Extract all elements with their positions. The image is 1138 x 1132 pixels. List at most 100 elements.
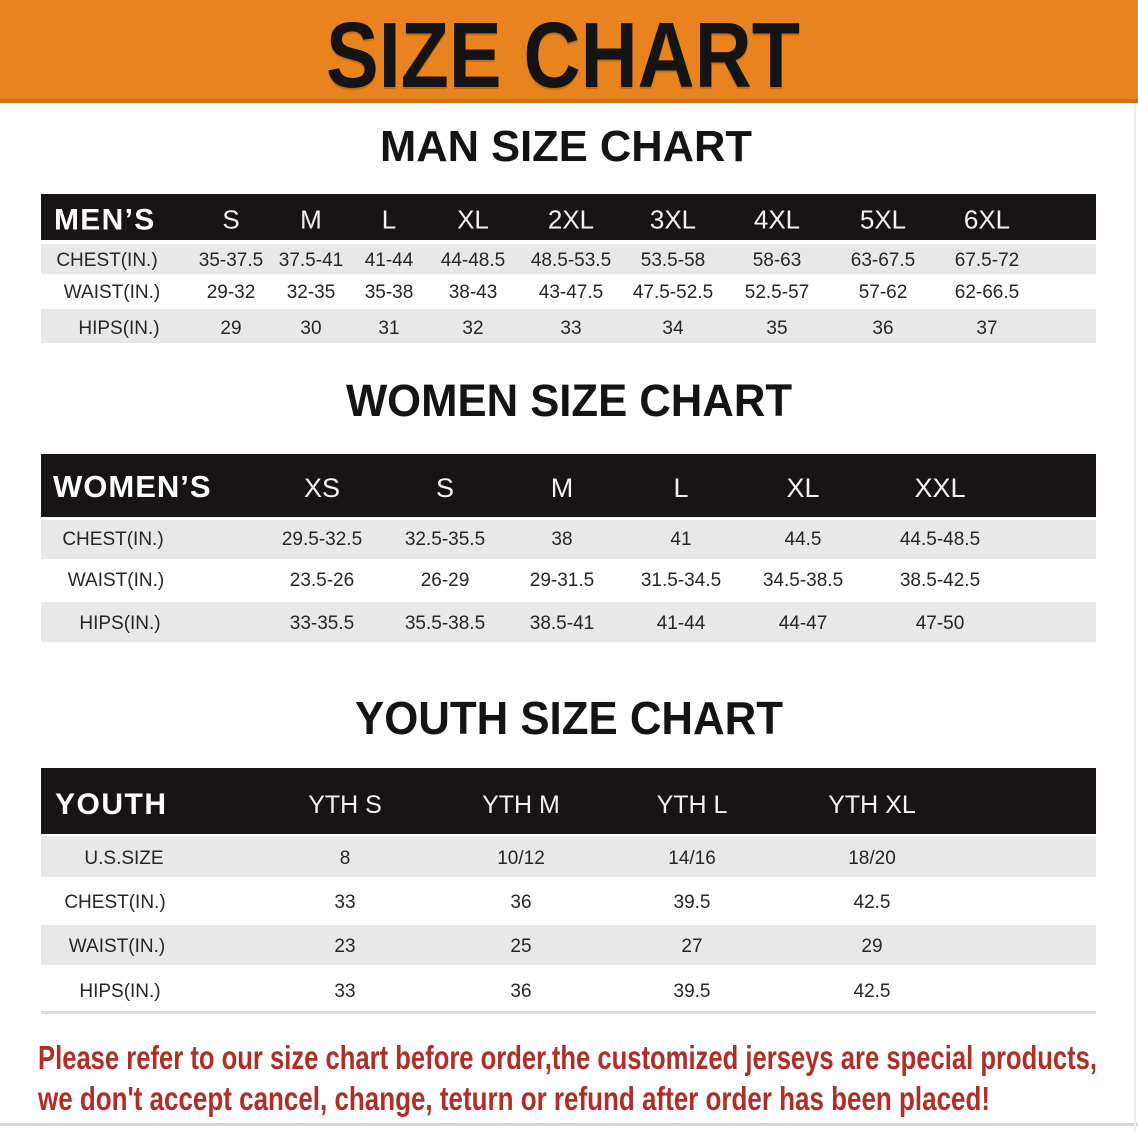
svg-text:10/12: 10/12 <box>497 848 545 869</box>
svg-text:CHEST(IN.): CHEST(IN.) <box>64 892 165 913</box>
svg-text:39.5: 39.5 <box>674 892 711 913</box>
svg-text:35: 35 <box>766 318 787 339</box>
svg-text:HIPS(IN.): HIPS(IN.) <box>79 613 160 634</box>
svg-text:23.5-26: 23.5-26 <box>290 570 354 591</box>
svg-text:38-43: 38-43 <box>449 282 498 303</box>
svg-text:30: 30 <box>300 318 321 339</box>
svg-text:63-67.5: 63-67.5 <box>851 250 915 271</box>
svg-text:S: S <box>222 205 239 235</box>
svg-text:39.5: 39.5 <box>674 981 711 1002</box>
svg-text:YOUTH: YOUTH <box>55 788 168 821</box>
svg-text:XL: XL <box>786 473 819 503</box>
svg-text:33: 33 <box>334 981 355 1002</box>
svg-text:41-44: 41-44 <box>657 613 706 634</box>
svg-text:36: 36 <box>872 318 893 339</box>
svg-text:SIZE CHART: SIZE CHART <box>326 3 800 107</box>
svg-text:35-37.5: 35-37.5 <box>199 250 263 271</box>
svg-text:47-50: 47-50 <box>916 613 965 634</box>
svg-text:29-32: 29-32 <box>207 282 256 303</box>
svg-text:S: S <box>436 473 454 503</box>
svg-text:34.5-38.5: 34.5-38.5 <box>763 570 843 591</box>
svg-text:HIPS(IN.): HIPS(IN.) <box>79 981 160 1002</box>
svg-text:HIPS(IN.): HIPS(IN.) <box>78 318 159 339</box>
svg-text:MAN SIZE CHART: MAN SIZE CHART <box>380 122 752 171</box>
svg-text:WOMEN’S: WOMEN’S <box>53 469 212 504</box>
svg-text:6XL: 6XL <box>964 205 1010 235</box>
svg-text:14/16: 14/16 <box>668 848 716 869</box>
svg-text:M: M <box>300 205 322 235</box>
svg-text:WAIST(IN.): WAIST(IN.) <box>68 570 164 591</box>
svg-text:L: L <box>382 205 396 235</box>
svg-text:41-44: 41-44 <box>365 250 414 271</box>
svg-text:29-31.5: 29-31.5 <box>530 570 594 591</box>
svg-text:XS: XS <box>304 473 340 503</box>
svg-text:35-38: 35-38 <box>365 282 414 303</box>
svg-text:27: 27 <box>681 936 702 957</box>
svg-text:35.5-38.5: 35.5-38.5 <box>405 613 485 634</box>
svg-text:WOMEN SIZE CHART: WOMEN SIZE CHART <box>346 375 792 426</box>
svg-text:44-47: 44-47 <box>779 613 828 634</box>
svg-text:33: 33 <box>334 892 355 913</box>
svg-text:4XL: 4XL <box>754 205 800 235</box>
svg-text:31: 31 <box>378 318 399 339</box>
svg-text:YTH S: YTH S <box>308 791 382 819</box>
svg-text:32-35: 32-35 <box>287 282 336 303</box>
svg-text:YOUTH SIZE CHART: YOUTH SIZE CHART <box>355 692 783 744</box>
svg-text:33-35.5: 33-35.5 <box>290 613 354 634</box>
svg-text:52.5-57: 52.5-57 <box>745 282 809 303</box>
svg-text:we don't accept cancel, change: we don't accept cancel, change, teturn o… <box>37 1081 990 1118</box>
svg-text:29: 29 <box>220 318 241 339</box>
svg-text:67.5-72: 67.5-72 <box>955 250 1019 271</box>
svg-text:CHEST(IN.): CHEST(IN.) <box>56 250 157 271</box>
svg-text:YTH M: YTH M <box>482 791 560 819</box>
svg-text:XL: XL <box>457 205 489 235</box>
svg-text:YTH XL: YTH XL <box>828 791 916 819</box>
svg-text:32: 32 <box>462 318 483 339</box>
svg-text:44.5-48.5: 44.5-48.5 <box>900 529 980 550</box>
svg-text:18/20: 18/20 <box>848 848 896 869</box>
svg-text:SIZE CHART: SIZE CHART <box>326 5 800 109</box>
svg-text:U.S.SIZE: U.S.SIZE <box>84 848 163 869</box>
svg-text:8: 8 <box>340 848 351 869</box>
svg-text:38.5-42.5: 38.5-42.5 <box>900 570 980 591</box>
svg-text:57-62: 57-62 <box>859 282 908 303</box>
svg-text:WAIST(IN.): WAIST(IN.) <box>64 282 160 303</box>
svg-text:23: 23 <box>334 936 355 957</box>
svg-text:WAIST(IN.): WAIST(IN.) <box>69 936 165 957</box>
svg-text:38.5-41: 38.5-41 <box>530 613 594 634</box>
svg-text:L: L <box>673 473 688 503</box>
svg-text:5XL: 5XL <box>860 205 906 235</box>
svg-text:44.5: 44.5 <box>785 529 822 550</box>
svg-text:42.5: 42.5 <box>854 981 891 1002</box>
svg-text:26-29: 26-29 <box>421 570 470 591</box>
svg-text:53.5-58: 53.5-58 <box>641 250 705 271</box>
svg-text:44-48.5: 44-48.5 <box>441 250 505 271</box>
svg-text:36: 36 <box>510 892 531 913</box>
svg-text:62-66.5: 62-66.5 <box>955 282 1019 303</box>
svg-text:25: 25 <box>510 936 531 957</box>
svg-text:CHEST(IN.): CHEST(IN.) <box>62 529 163 550</box>
svg-text:MEN’S: MEN’S <box>54 204 156 237</box>
svg-text:29: 29 <box>861 936 882 957</box>
svg-text:33: 33 <box>560 318 581 339</box>
svg-text:32.5-35.5: 32.5-35.5 <box>405 529 485 550</box>
svg-text:M: M <box>551 473 574 503</box>
svg-text:38: 38 <box>551 529 572 550</box>
svg-text:Please refer to our size chart: Please refer to our size chart before or… <box>38 1040 1097 1077</box>
svg-text:58-63: 58-63 <box>753 250 802 271</box>
svg-text:34: 34 <box>662 318 684 339</box>
svg-text:42.5: 42.5 <box>854 892 891 913</box>
svg-text:YTH L: YTH L <box>657 791 728 819</box>
svg-text:31.5-34.5: 31.5-34.5 <box>641 570 721 591</box>
svg-text:37: 37 <box>976 318 997 339</box>
svg-text:48.5-53.5: 48.5-53.5 <box>531 250 611 271</box>
svg-text:36: 36 <box>510 981 531 1002</box>
svg-text:3XL: 3XL <box>650 205 696 235</box>
svg-text:2XL: 2XL <box>548 205 594 235</box>
svg-text:37.5-41: 37.5-41 <box>279 250 343 271</box>
svg-text:47.5-52.5: 47.5-52.5 <box>633 282 713 303</box>
svg-text:XXL: XXL <box>914 473 965 503</box>
svg-text:41: 41 <box>670 529 691 550</box>
svg-text:43-47.5: 43-47.5 <box>539 282 603 303</box>
svg-text:29.5-32.5: 29.5-32.5 <box>282 529 362 550</box>
